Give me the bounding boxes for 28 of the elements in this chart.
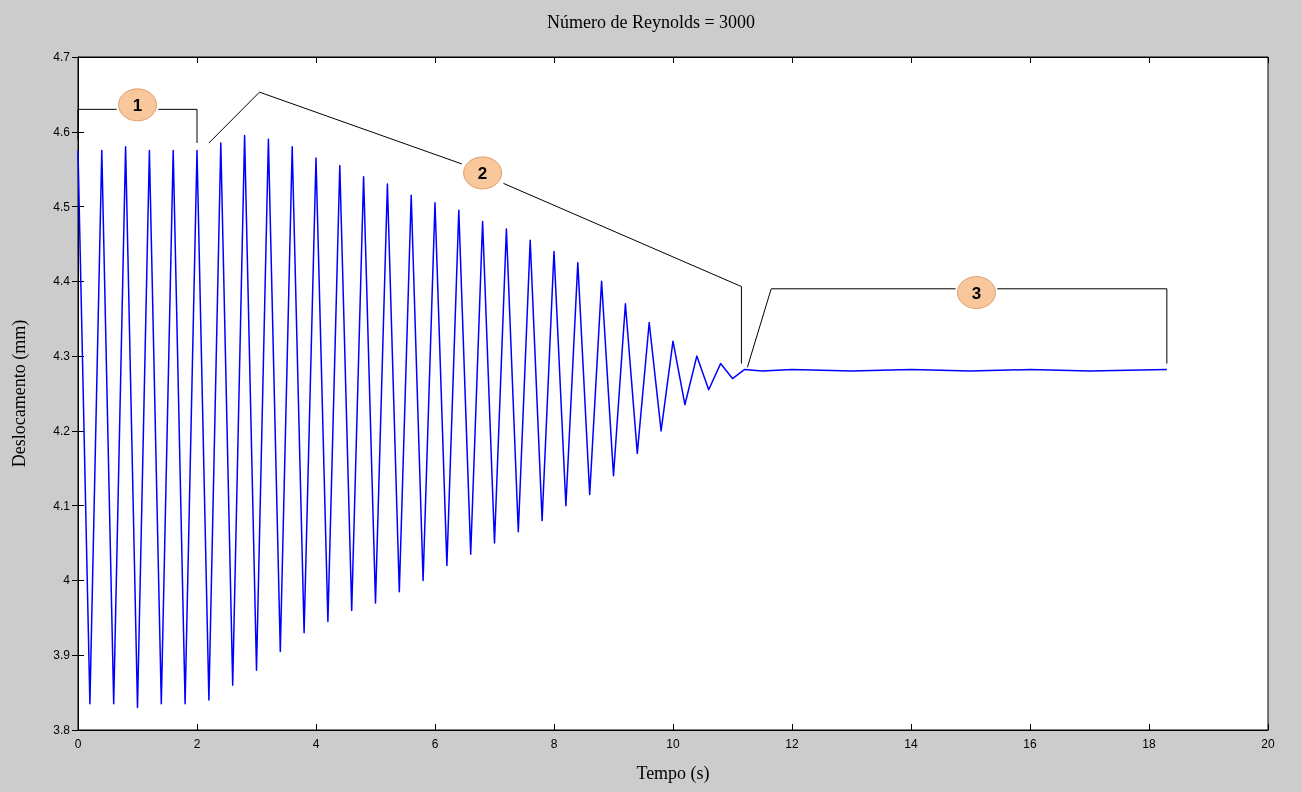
y-tick-label: 4.2 (53, 423, 71, 438)
y-tick-label: 4.6 (53, 124, 71, 139)
x-tick-label: 20 (1261, 737, 1275, 751)
x-tick-label: 12 (785, 737, 799, 751)
x-tick-label: 16 (1023, 737, 1037, 751)
y-tick-label: 4.7 (53, 50, 71, 64)
chart-title: Número de Reynolds = 3000 (546, 12, 756, 32)
annotation: 3 (971, 283, 982, 303)
x-tick-label: 2 (193, 737, 201, 751)
y-tick-label: 4.1 (53, 498, 71, 513)
x-tick-label: 18 (1142, 737, 1156, 751)
y-tick-label: 4.4 (53, 274, 71, 289)
x-tick-label: 6 (431, 737, 439, 751)
x-tick-label: 0 (74, 737, 82, 751)
x-tick-label: 10 (666, 737, 680, 751)
annotation: 1 (132, 95, 143, 115)
x-axis-title: Tempo (s) (636, 763, 710, 784)
y-tick-label: 4 (63, 573, 71, 588)
y-tick-label: 4.3 (53, 349, 71, 364)
x-tick-label: 4 (312, 737, 320, 751)
x-tick-label: 14 (904, 737, 918, 751)
y-tick-label: 3.9 (53, 648, 71, 663)
y-tick-label: 3.8 (53, 723, 71, 737)
y-tick-label: 4.5 (53, 199, 71, 214)
annotation: 2 (477, 163, 488, 183)
y-axis-title: Deslocamento (mm) (9, 319, 30, 468)
x-tick-label: 8 (550, 737, 558, 751)
line-series (77, 134, 1168, 709)
